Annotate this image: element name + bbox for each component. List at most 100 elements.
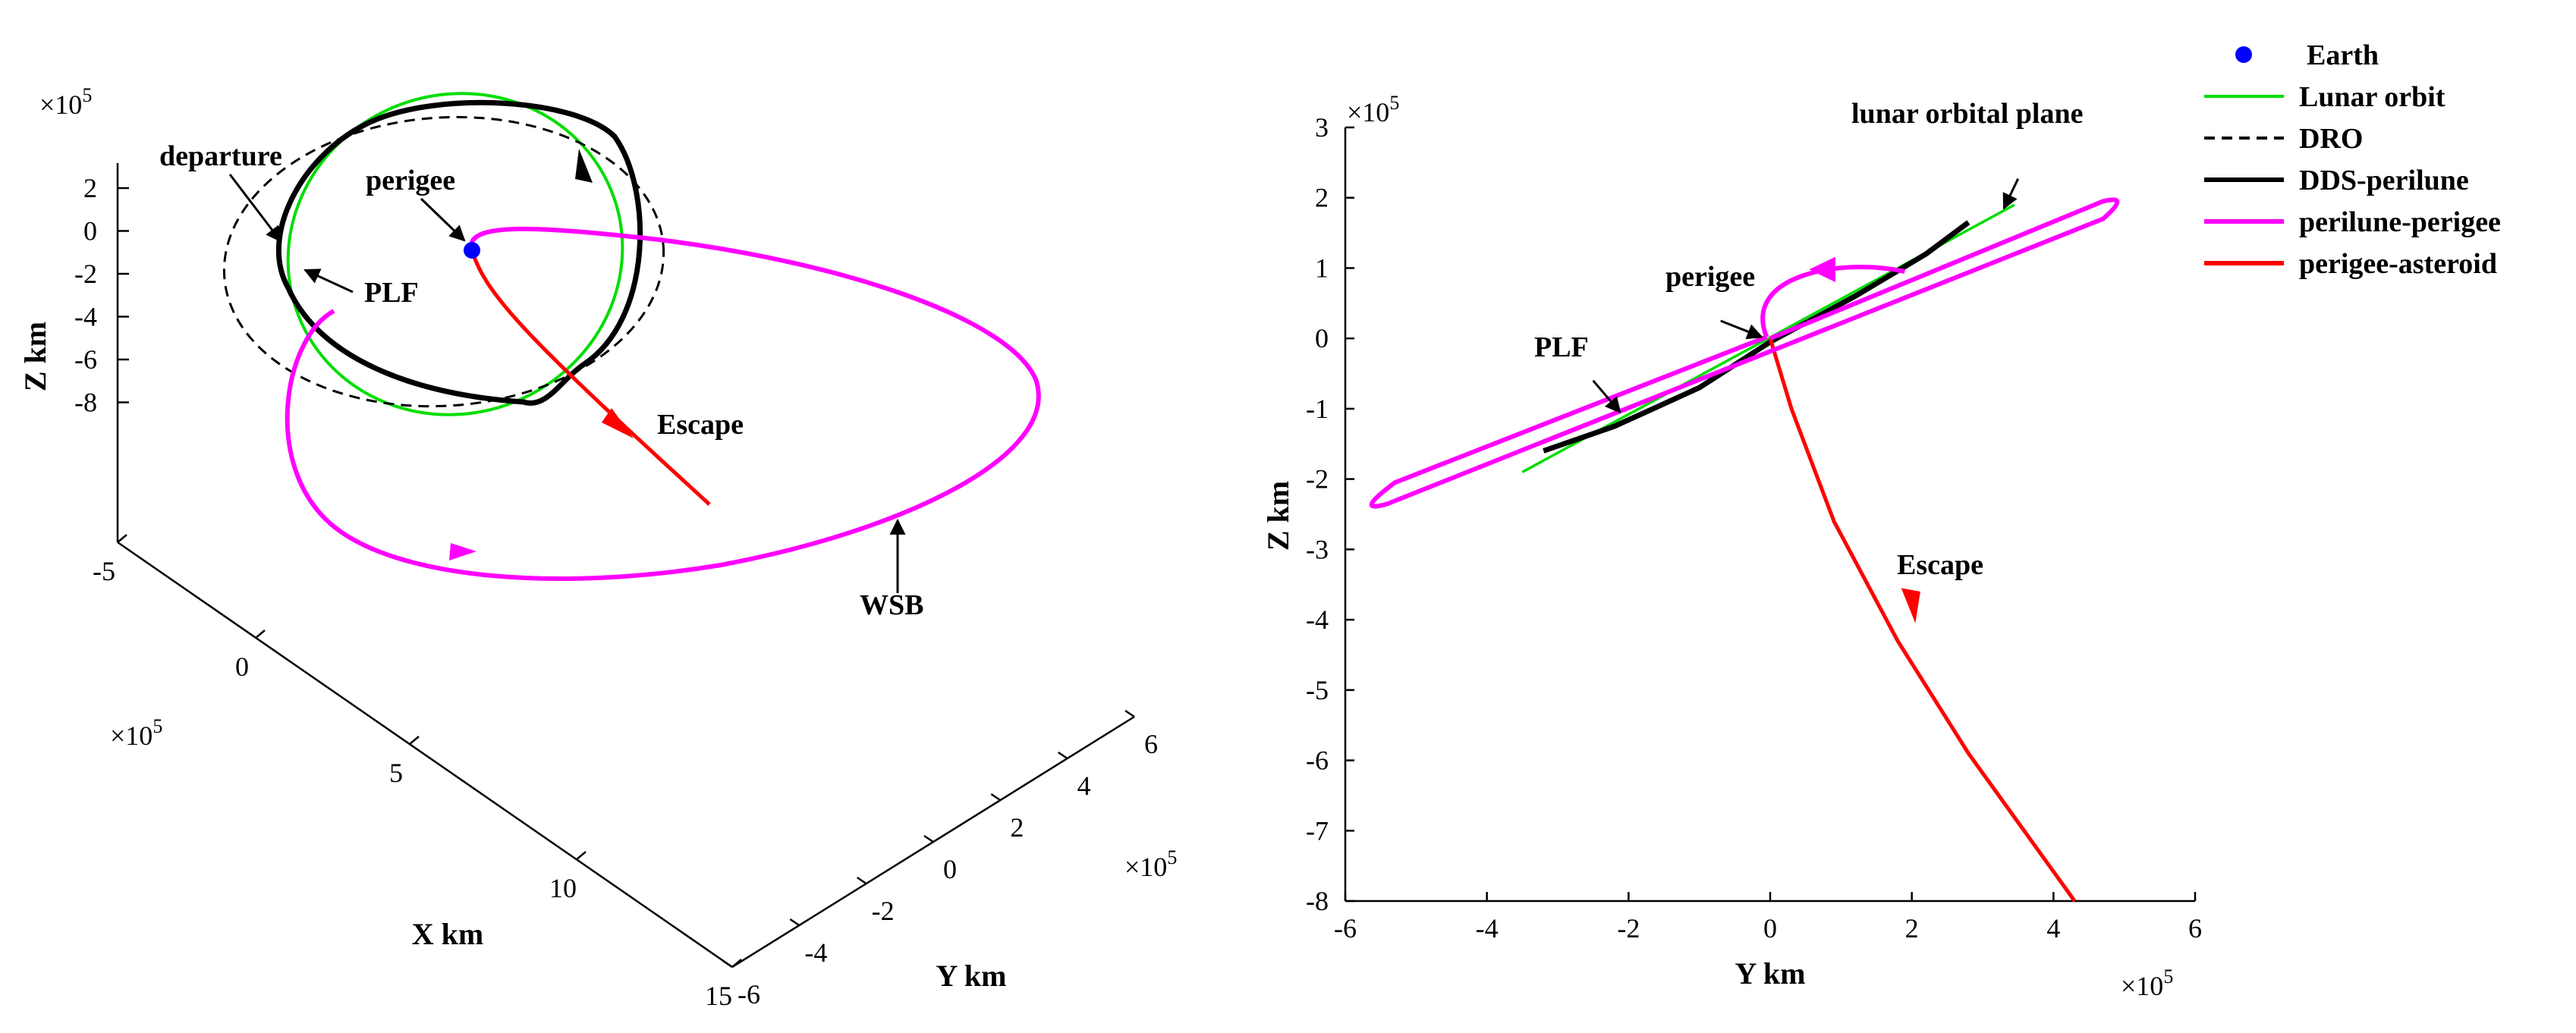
y-tick-mark-3d (789, 918, 800, 927)
y-tick-mark-3d (722, 959, 733, 969)
x-tick-label-3d: 0 (235, 652, 249, 682)
series-perigee-asteroid (1768, 338, 2077, 903)
z-tick-label-2d: -7 (1306, 815, 1329, 846)
y-tick-label-3d: 4 (1077, 771, 1091, 801)
y-axis-ticks-3d: -6 -4 -2 0 2 4 6 (722, 709, 1158, 1009)
perilune-perigee-arrow-3d (449, 543, 477, 560)
escape-arrow-3d (602, 408, 634, 438)
earth-marker-3d (464, 242, 480, 259)
z-exponent-right: ×105 (1347, 92, 1399, 127)
legend-item-dds-perilune: DDS-perilune (2204, 165, 2469, 196)
z-axis-ticks-2d: 3 2 1 0 -1 -2 -3 -4 -5 -6 -7 -8 (1306, 112, 1354, 916)
perigee-asteroid-curve-3d (470, 250, 711, 506)
x-tick-mark-3d (117, 534, 127, 543)
x-tick-mark-3d (255, 630, 266, 639)
z-tick-label: -8 (74, 388, 97, 418)
x-axis-ticks-3d: -5 0 5 10 15 (93, 534, 742, 1011)
plf-arrow-2d (1592, 379, 1621, 414)
y-tick-label-3d: -6 (738, 979, 760, 1009)
legend-item-perigee-asteroid: perigee-asteroid (2204, 248, 2497, 280)
legend-item-earth: Earth (2235, 39, 2379, 71)
perigee-label-2d: perigee (1665, 261, 1755, 293)
z-tick-label: -6 (74, 344, 97, 375)
y-axis-label-right: Y km (1735, 956, 1806, 991)
y-tick-label-2d: 2 (1905, 913, 1919, 944)
x-tick-label-3d: 5 (389, 758, 403, 788)
z-tick-label-2d: 0 (1315, 323, 1329, 353)
escape-label-2d: Escape (1897, 549, 1983, 581)
y-tick-mark-3d (1057, 751, 1068, 760)
z-tick-label-2d: -8 (1306, 886, 1329, 916)
legend: Earth Lunar orbit DRO DDS-perilune perilune-… (2204, 39, 2501, 280)
right-2d-plot: 3 2 1 0 -1 -2 -3 -4 -5 -6 -7 -8 -6 -4 -2 0 2 4 6 ×105 ×10… (1261, 92, 2202, 1001)
legend-item-perilune-perigee: perilune-perigee (2204, 206, 2501, 238)
dro-curve-3d (222, 115, 665, 408)
x-tick-label-3d: -5 (93, 556, 115, 586)
z-axis-ticks: 2 0 -2 -4 -6 -8 (74, 173, 129, 418)
x-tick-mark-3d (731, 959, 742, 968)
dds-perilune-curve-3d (275, 99, 643, 407)
z-tick-label-2d: 2 (1315, 183, 1329, 213)
escape-label-3d: Escape (657, 409, 744, 441)
y-tick-label-2d: -6 (1334, 913, 1357, 944)
z-tick-label-2d: 1 (1315, 253, 1329, 283)
departure-arrow (228, 174, 282, 243)
z-tick-label: -4 (74, 302, 97, 332)
perilune-perigee-curve-3d (285, 226, 1041, 581)
wsb-label: WSB (860, 589, 923, 621)
z-tick-label: 0 (83, 216, 97, 246)
plf-label-2d: PLF (1534, 331, 1589, 363)
y-axis-label-left: Y km (936, 959, 1007, 993)
y-tick-label-2d: 0 (1763, 913, 1777, 944)
x-axis-line-3d (117, 541, 733, 969)
legend-label: DRO (2299, 123, 2363, 155)
y-tick-label-2d: -2 (1617, 913, 1640, 944)
legend-item-lunar-orbit: Lunar orbit (2204, 81, 2445, 113)
y-tick-label-3d: 2 (1010, 812, 1024, 843)
lunar-orbital-plane-arrow (2002, 178, 2020, 210)
perilune-perigee-loop-2d (1760, 265, 1905, 338)
y-axis-ticks-2d: -6 -4 -2 0 2 4 6 (1334, 892, 2202, 944)
legend-label: Earth (2307, 39, 2379, 71)
perigee-arrow-3d (420, 197, 466, 242)
y-tick-mark-3d (923, 834, 934, 843)
y-tick-label-3d: 6 (1144, 729, 1158, 759)
y-tick-label-3d: -4 (804, 937, 827, 968)
x-tick-mark-3d (576, 851, 587, 860)
perilune-perigee-arrow-2d (1809, 256, 1835, 282)
z-tick-label-2d: -2 (1306, 464, 1329, 495)
z-axis-label-left: Z km (18, 322, 52, 391)
left-3d-plot: 2 0 -2 -4 -6 -8 -5 0 5 10 15 -6 -4 -2 0 2 4 6 ×105 ×105… (18, 84, 1177, 1011)
legend-label: perilune-perigee (2299, 206, 2501, 238)
z-exponent-left: ×105 (39, 84, 92, 120)
departure-label: departure (159, 140, 282, 172)
x-exponent-left: ×105 (110, 715, 162, 751)
escape-arrow-2d (1901, 588, 1920, 623)
z-tick-label-2d: -6 (1306, 746, 1329, 776)
z-axis-label-right: Z km (1261, 481, 1295, 551)
z-tick-label: -2 (74, 259, 97, 289)
legend-key (2235, 46, 2252, 63)
y-tick-label-2d: -4 (1476, 913, 1499, 944)
y-tick-mark-3d (990, 793, 1002, 802)
x-axis-label-left: X km (412, 917, 483, 951)
z-tick-label-2d: 3 (1315, 112, 1329, 143)
z-tick-label-2d: -1 (1306, 394, 1329, 424)
y-tick-mark-3d (1124, 709, 1135, 718)
y-exponent-right: ×105 (2121, 965, 2173, 1001)
y-tick-label-3d: 0 (943, 854, 957, 884)
lunar-orbit-curve-3d (286, 92, 624, 416)
y-tick-mark-3d (856, 876, 867, 885)
y-tick-label-3d: -2 (872, 896, 895, 926)
perilune-perigee-curve-2d (1369, 197, 2120, 509)
legend-label: DDS-perilune (2299, 165, 2469, 196)
perigee-label-3d: perigee (366, 165, 455, 196)
plf-arrow-3d (304, 268, 354, 294)
z-tick-label-2d: -5 (1306, 675, 1329, 705)
z-tick-label: 2 (83, 173, 97, 203)
z-tick-label-2d: -3 (1306, 534, 1329, 564)
y-tick-label-2d: 6 (2188, 913, 2202, 944)
right-series (1521, 203, 2077, 903)
perigee-arrow-2d (1720, 319, 1763, 340)
